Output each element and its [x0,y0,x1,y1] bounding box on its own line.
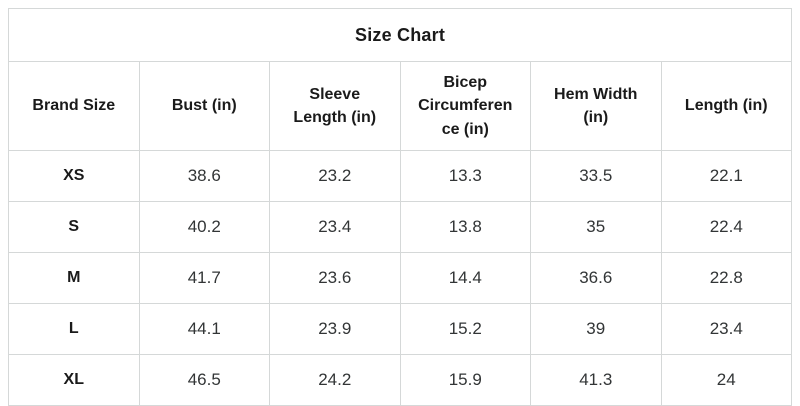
size-cell: XS [8,150,140,202]
size-cell: M [8,252,140,304]
header-cell-bust: Bust (in) [138,61,270,151]
value-cell-hem: 41.3 [530,354,662,406]
table-row-xl: XL 46.5 24.2 15.9 41.3 24 [8,354,792,406]
value-cell-length: 22.4 [660,201,792,253]
header-cell-bicep-circumference: Bicep Circumference (in) [399,61,531,151]
table-header-row: Brand Size Bust (in) Sleeve Length (in) … [8,61,792,151]
value-cell-sleeve: 24.2 [269,354,401,406]
value-cell-sleeve: 23.4 [269,201,401,253]
value-cell-length: 24 [660,354,792,406]
size-cell: S [8,201,140,253]
table-row-xs: XS 38.6 23.2 13.3 33.5 22.1 [8,150,792,202]
value-cell-sleeve: 23.2 [269,150,401,202]
header-cell-brand-size: Brand Size [8,61,140,151]
value-cell-hem: 36.6 [530,252,662,304]
value-cell-hem: 39 [530,303,662,355]
value-cell-sleeve: 23.6 [269,252,401,304]
size-chart-table: Size Chart Brand Size Bust (in) Sleeve L… [8,8,792,406]
size-cell: L [8,303,140,355]
table-row-m: M 41.7 23.6 14.4 36.6 22.8 [8,252,792,304]
value-cell-bicep: 13.3 [399,150,531,202]
value-cell-bicep: 15.2 [399,303,531,355]
value-cell-length: 23.4 [660,303,792,355]
value-cell-length: 22.8 [660,252,792,304]
table-title-row: Size Chart [8,8,792,62]
header-cell-length: Length (in) [660,61,792,151]
value-cell-bust: 38.6 [138,150,270,202]
value-cell-bust: 46.5 [138,354,270,406]
table-row-l: L 44.1 23.9 15.2 39 23.4 [8,303,792,355]
header-cell-sleeve-length: Sleeve Length (in) [269,61,401,151]
value-cell-bust: 44.1 [138,303,270,355]
size-cell: XL [8,354,140,406]
table-title: Size Chart [8,8,792,62]
header-cell-hem-width: Hem Width (in) [530,61,662,151]
value-cell-bust: 41.7 [138,252,270,304]
value-cell-bust: 40.2 [138,201,270,253]
value-cell-bicep: 13.8 [399,201,531,253]
value-cell-sleeve: 23.9 [269,303,401,355]
value-cell-bicep: 15.9 [399,354,531,406]
value-cell-length: 22.1 [660,150,792,202]
value-cell-bicep: 14.4 [399,252,531,304]
value-cell-hem: 33.5 [530,150,662,202]
value-cell-hem: 35 [530,201,662,253]
size-chart-container: Size Chart Brand Size Bust (in) Sleeve L… [8,8,792,406]
table-row-s: S 40.2 23.4 13.8 35 22.4 [8,201,792,253]
